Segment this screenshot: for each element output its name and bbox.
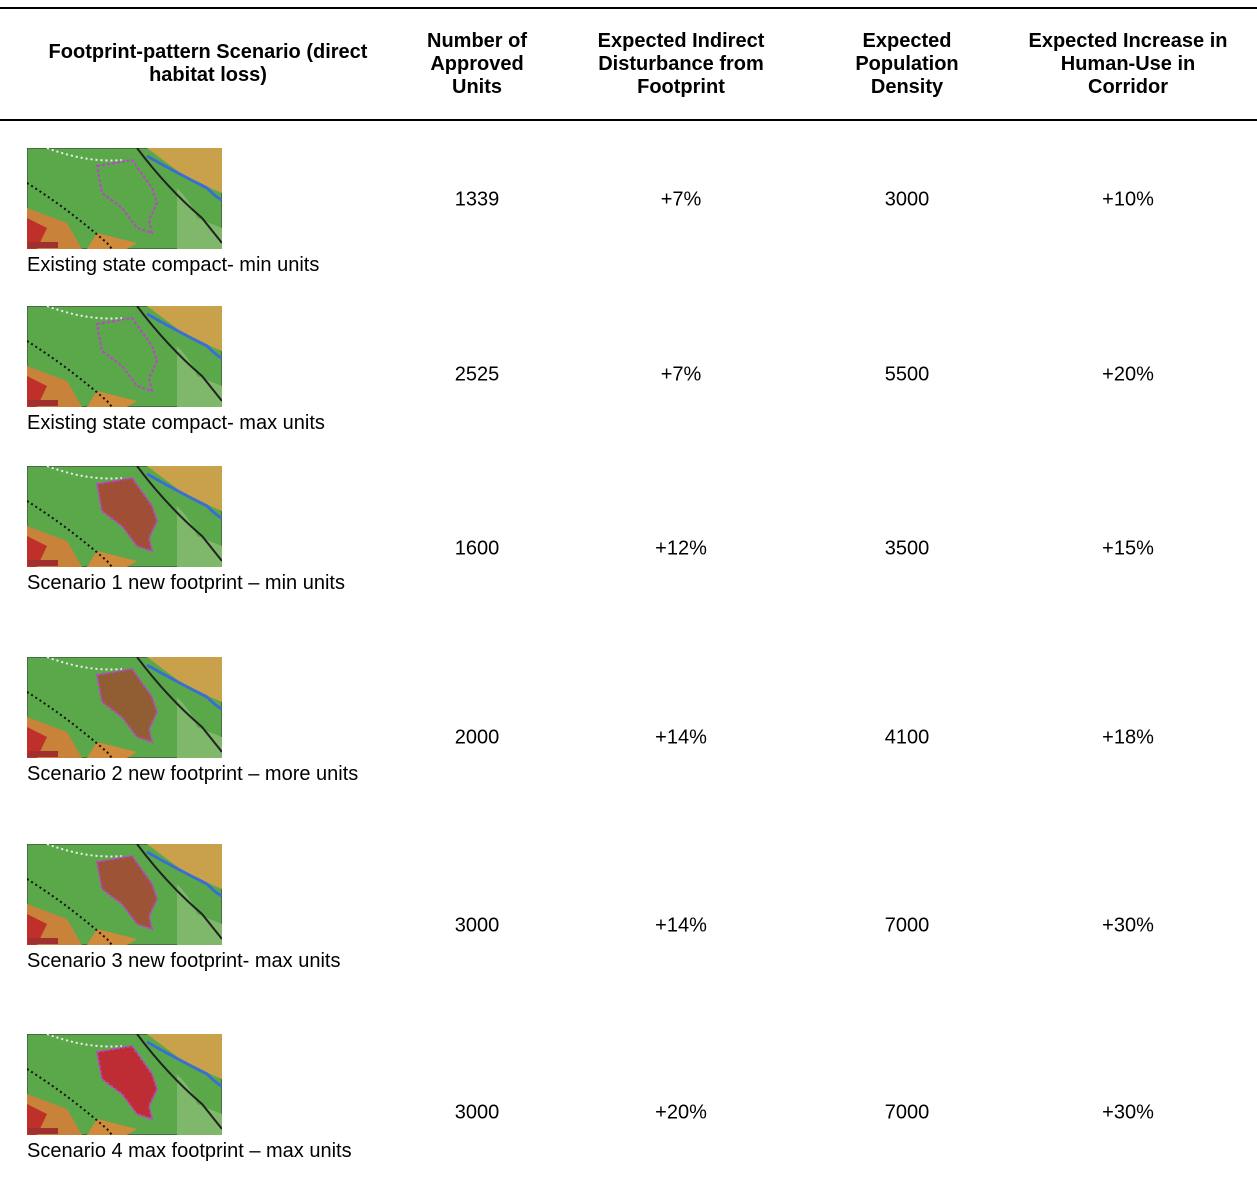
column-header: Expected Indirect Disturbance from Footp…: [570, 8, 792, 120]
table-cell: 2000: [397, 727, 557, 750]
table-cell: +30%: [1048, 915, 1208, 938]
table-cell: +20%: [1048, 364, 1208, 387]
table-cell: +15%: [1048, 538, 1208, 561]
table-cell: 3500: [827, 538, 987, 561]
table-cell: +7%: [601, 189, 761, 212]
map-thumbnail: [27, 1034, 222, 1135]
scenario-label: Scenario 2 new footprint – more units: [27, 761, 392, 787]
table-cell: +14%: [601, 915, 761, 938]
column-header: Footprint-pattern Scenario (direct habit…: [40, 8, 376, 120]
table-cell: 1339: [397, 189, 557, 212]
table-cell: 5500: [827, 364, 987, 387]
table-cell: +7%: [601, 364, 761, 387]
table-cell: 3000: [397, 915, 557, 938]
table-cell: +10%: [1048, 189, 1208, 212]
table-cell: 7000: [827, 915, 987, 938]
table-cell: 3000: [397, 1102, 557, 1125]
scenario-label: Existing state compact- max units: [27, 410, 392, 436]
map-thumbnail: [27, 148, 222, 249]
table-cell: 4100: [827, 727, 987, 750]
map-thumbnail: [27, 306, 222, 407]
table-cell: +14%: [601, 727, 761, 750]
column-header: Expected Population Density: [822, 8, 992, 120]
table-cell: +30%: [1048, 1102, 1208, 1125]
scenario-label: Existing state compact- min units: [27, 252, 392, 278]
scenario-label: Scenario 1 new footprint – min units: [27, 570, 392, 596]
map-thumbnail: [27, 657, 222, 758]
table-cell: 7000: [827, 1102, 987, 1125]
map-thumbnail: [27, 844, 222, 945]
table-cell: +18%: [1048, 727, 1208, 750]
scenario-label: Scenario 4 max footprint – max units: [27, 1138, 392, 1164]
column-header: Number of Approved Units: [417, 8, 537, 120]
table-cell: +20%: [601, 1102, 761, 1125]
page: Footprint-pattern Scenario (direct habit…: [0, 0, 1257, 1186]
map-thumbnail: [27, 466, 222, 567]
table-cell: 1600: [397, 538, 557, 561]
table-cell: +12%: [601, 538, 761, 561]
table-cell: 3000: [827, 189, 987, 212]
column-header: Expected Increase in Human-Use in Corrid…: [1018, 8, 1238, 120]
scenario-label: Scenario 3 new footprint- max units: [27, 948, 392, 974]
table-cell: 2525: [397, 364, 557, 387]
